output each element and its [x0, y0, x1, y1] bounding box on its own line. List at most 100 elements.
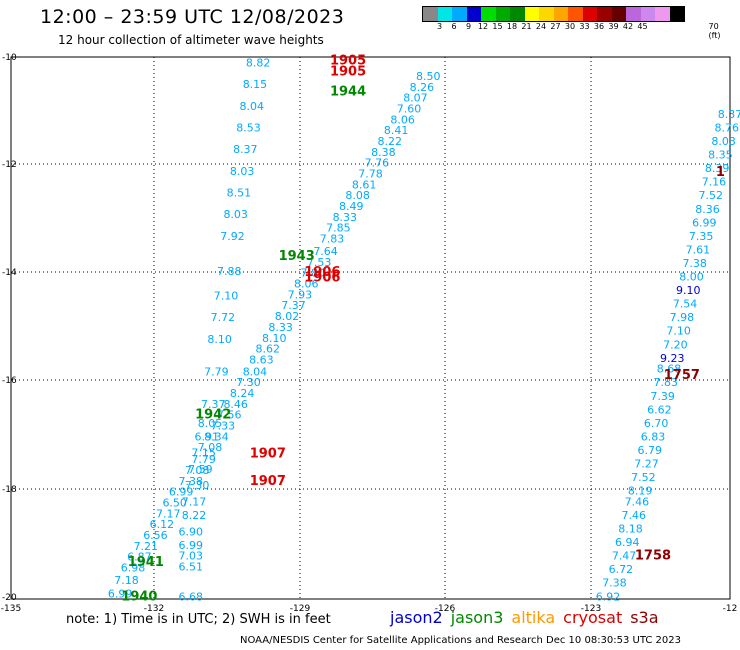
wave-height-value: 7.88 — [217, 265, 242, 278]
pass-time-label: 1940 — [121, 590, 157, 605]
wave-height-value: 7.54 — [673, 298, 698, 311]
pass-time-label: 1944 — [330, 85, 366, 100]
wave-height-value: 6.62 — [647, 403, 672, 416]
wave-height-value: 6.56 — [143, 529, 168, 542]
wave-height-value: 7.52 — [631, 471, 656, 484]
wave-height-value: 9.10 — [676, 284, 701, 297]
chart-subtitle: 12 hour collection of altimeter wave hei… — [58, 33, 324, 47]
legend-item-altika: altika — [511, 608, 556, 627]
wave-height-value: 6.51 — [179, 560, 204, 573]
wave-height-value: 6.68 — [179, 590, 204, 603]
pass-time-label: 1942 — [195, 408, 231, 423]
y-tick-label: -10 — [2, 53, 17, 63]
wave-height-value: 8.05 — [198, 417, 223, 430]
color-scale-label: 9 — [465, 22, 472, 31]
wave-height-value: 7.83 — [320, 233, 345, 246]
wave-height-value: 7.08 — [185, 464, 210, 477]
pass-time-label: 1907 — [250, 447, 286, 462]
legend-item-jason2: jason2 — [390, 608, 443, 627]
wave-height-value: 7.35 — [689, 230, 714, 243]
color-scale-label: 42 — [622, 22, 634, 31]
color-swatch — [611, 7, 626, 21]
color-swatch — [582, 7, 597, 21]
wave-height-value: 7.64 — [313, 245, 338, 258]
wave-height-value: 7.80 — [300, 267, 325, 280]
wave-height-value: 8.34 — [204, 430, 229, 443]
wave-height-value: 7.85 — [326, 222, 351, 235]
color-scale-label: 27 — [550, 22, 561, 31]
wave-height-value: 7.38 — [682, 257, 707, 270]
wave-height-value: 6.99 — [169, 486, 194, 499]
wave-height-value: 7.59 — [188, 463, 213, 476]
color-swatch — [437, 7, 452, 21]
wave-height-value: 6.99 — [179, 539, 204, 552]
wave-height-value: 8.18 — [618, 523, 643, 536]
wave-height-value: 8.22 — [182, 509, 207, 522]
wave-height-value: 7.03 — [179, 550, 204, 563]
wave-height-value: 8.22 — [378, 135, 403, 148]
wave-height-value: 6.98 — [121, 562, 146, 575]
wave-height-value: 6.99 — [108, 588, 133, 601]
pass-time-label: 1758 — [635, 549, 671, 564]
wave-height-value: 7.72 — [211, 311, 236, 324]
color-scale-label: 33 — [579, 22, 590, 31]
pass-time-label: 1907 — [250, 474, 286, 489]
wave-height-value: 8.03 — [711, 135, 736, 148]
color-swatch — [481, 7, 496, 21]
wave-height-value: 6.12 — [150, 518, 175, 531]
legend-item-cryosat: cryosat — [563, 608, 623, 627]
wave-height-value: 8.37 — [233, 143, 258, 156]
color-scale-label: 30 — [564, 22, 576, 31]
wave-height-value: 6.79 — [638, 444, 663, 457]
wave-height-value: 8.19 — [628, 485, 653, 498]
wave-height-value: 8.33 — [268, 321, 293, 334]
wave-height-value: 7.15 — [191, 447, 216, 460]
wave-height-value: 6.92 — [596, 590, 621, 603]
color-swatch — [626, 7, 641, 21]
wave-height-value: 9.23 — [660, 352, 685, 365]
y-tick-label: -14 — [2, 268, 17, 278]
x-tick-label: -126 — [435, 604, 456, 614]
wave-height-value: 6.90 — [179, 525, 204, 538]
color-swatch — [495, 7, 510, 21]
y-tick-label: -20 — [2, 593, 17, 603]
wave-height-value: 8.61 — [352, 178, 377, 191]
wave-height-value: 7.47 — [612, 550, 637, 563]
wave-height-value: 8.53 — [236, 121, 261, 134]
color-swatch — [640, 7, 655, 21]
color-swatch — [655, 7, 670, 21]
wave-height-value: 7.39 — [650, 390, 675, 403]
color-scale-label: 3 — [436, 22, 443, 31]
wave-height-value: 7.46 — [621, 509, 646, 522]
wave-height-value: 6.70 — [644, 417, 669, 430]
pass-time-label: 1757 — [664, 368, 700, 383]
wave-height-value: 7.08 — [198, 441, 223, 454]
x-tick-label: -123 — [581, 604, 601, 614]
wave-height-value: 8.15 — [243, 78, 268, 91]
wave-height-value: 6.87 — [127, 551, 152, 564]
pass-time-label: 1943 — [279, 249, 315, 264]
wave-height-value: 8.04 — [239, 100, 264, 113]
wave-height-value: 7.30 — [185, 479, 210, 492]
wave-height-value: 7.27 — [634, 458, 659, 471]
wave-height-value: 7.17 — [156, 507, 181, 520]
wave-height-value: 7.78 — [358, 168, 383, 181]
wave-height-value: 7.21 — [134, 540, 159, 553]
wave-height-value: 8.06 — [390, 113, 415, 126]
wave-height-value: 8.36 — [695, 203, 720, 216]
color-swatch — [466, 7, 481, 21]
wave-height-value: 7.52 — [698, 189, 723, 202]
wave-height-value: 8.07 — [403, 92, 428, 105]
y-tick-label: -12 — [2, 160, 17, 170]
color-swatch — [568, 7, 583, 21]
footnote: note: 1) Time is in UTC; 2) SWH is in fe… — [66, 612, 331, 627]
chart-title: 12:00 – 23:59 UTC 12/08/2023 — [40, 6, 345, 28]
wave-height-value: 8.39 — [705, 162, 730, 175]
color-scale-label: 21 — [521, 22, 532, 31]
pass-time-label: 1905 — [330, 54, 366, 69]
wave-height-value: 7.53 — [307, 256, 332, 269]
wave-height-value: 7.61 — [686, 243, 711, 256]
color-swatch — [423, 7, 438, 21]
pass-time-label: 1906 — [304, 265, 340, 280]
color-swatch — [553, 7, 568, 21]
